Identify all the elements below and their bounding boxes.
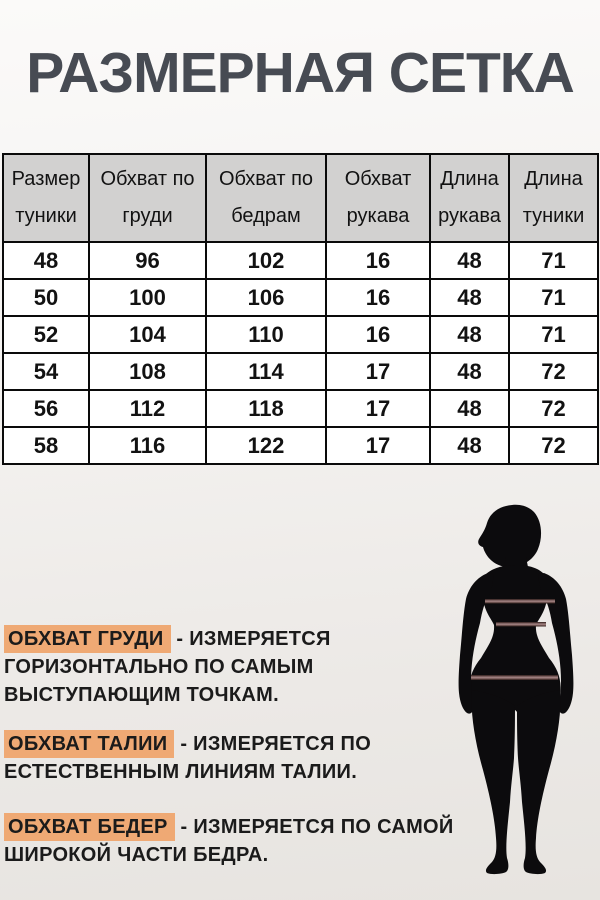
col-header-chest: Обхват по груди <box>88 153 207 243</box>
figure-left-leg <box>471 690 515 875</box>
note-hips-description: - ИЗМЕРЯЕТСЯ ПО САМОЙ ШИРОКОЙ ЧАСТИ БЕДР… <box>4 816 454 866</box>
note-chest-description: - ИЗМЕРЯЕТСЯ ГОРИЗОНТАЛЬНО ПО САМЫМ ВЫСТ… <box>4 628 331 706</box>
table-cell: 116 <box>88 426 207 465</box>
col-header-hips: Обхват по бедрам <box>205 153 327 243</box>
hips-measure-line <box>471 675 558 680</box>
table-cell: 48 <box>429 426 510 465</box>
table-cell: 54 <box>2 352 90 391</box>
page-title: РАЗМЕРНАЯ СЕТКА <box>26 41 575 105</box>
note-hips: ОБХВАТ БЕДЕР - ИЗМЕРЯЕТСЯ ПО САМОЙ ШИРОК… <box>4 813 504 869</box>
figure-right-leg <box>517 690 561 875</box>
table-cell: 50 <box>2 278 90 317</box>
note-waist-term: ОБХВАТ ТАЛИИ <box>4 730 175 758</box>
col-header-size: Размер туники <box>2 153 90 243</box>
table-cell: 71 <box>508 315 599 354</box>
table-row: 56 112 118 17 48 72 <box>2 389 599 428</box>
figure-head <box>478 504 542 568</box>
figure-right-arm <box>538 573 574 714</box>
table-cell: 56 <box>2 389 90 428</box>
table-row: 58 116 122 17 48 72 <box>2 426 599 465</box>
table-cell: 108 <box>88 352 207 391</box>
figure-left-arm <box>458 573 494 714</box>
table-cell: 17 <box>325 389 431 428</box>
table-cell: 48 <box>429 315 510 354</box>
table-cell: 118 <box>205 389 327 428</box>
female-figure-silhouette <box>458 504 574 875</box>
table-cell: 48 <box>429 241 510 280</box>
table-cell: 58 <box>2 426 90 465</box>
table-cell: 110 <box>205 315 327 354</box>
table-cell: 52 <box>2 315 90 354</box>
table-cell: 48 <box>429 278 510 317</box>
table-row: 54 108 114 17 48 72 <box>2 352 599 391</box>
table-cell: 17 <box>325 352 431 391</box>
size-table-body: 48 96 102 16 48 71 50 100 106 16 48 71 52 104 110 16 48 7… <box>2 241 599 465</box>
table-cell: 72 <box>508 352 599 391</box>
size-table-header: Размер туники Обхват по груди Обхват по бед… <box>2 153 599 243</box>
table-cell: 102 <box>205 241 327 280</box>
table-row: 52 104 110 16 48 71 <box>2 315 599 354</box>
note-chest-term: ОБХВАТ ГРУДИ <box>4 625 171 653</box>
note-hips-term: ОБХВАТ БЕДЕР <box>4 813 175 841</box>
table-cell: 72 <box>508 389 599 428</box>
table-cell: 71 <box>508 278 599 317</box>
note-waist: ОБХВАТ ТАЛИИ - ИЗМЕРЯЕТСЯ ПО ЕСТЕСТВЕННЫ… <box>4 730 436 786</box>
size-table: Размер туники Обхват по груди Обхват по бед… <box>2 153 599 465</box>
note-waist-description: - ИЗМЕРЯЕТСЯ ПО ЕСТЕСТВЕННЫМ ЛИНИЯМ ТАЛИ… <box>4 733 372 783</box>
table-cell: 114 <box>205 352 327 391</box>
table-cell: 48 <box>429 352 510 391</box>
figure-torso <box>469 565 561 721</box>
table-cell: 48 <box>429 389 510 428</box>
table-row: 50 100 106 16 48 71 <box>2 278 599 317</box>
table-cell: 16 <box>325 278 431 317</box>
table-cell: 16 <box>325 241 431 280</box>
table-cell: 104 <box>88 315 207 354</box>
table-cell: 48 <box>2 241 90 280</box>
table-cell: 17 <box>325 426 431 465</box>
table-cell: 112 <box>88 389 207 428</box>
waist-measure-line <box>496 622 546 627</box>
note-chest: ОБХВАТ ГРУДИ - ИЗМЕРЯЕТСЯ ГОРИЗОНТАЛЬНО … <box>4 625 436 709</box>
bust-measure-line <box>485 599 555 604</box>
table-cell: 100 <box>88 278 207 317</box>
table-header-row: Размер туники Обхват по груди Обхват по бед… <box>2 153 599 243</box>
table-row: 48 96 102 16 48 71 <box>2 241 599 280</box>
col-header-sleeve-girth: Обхват рукава <box>325 153 431 243</box>
table-cell: 72 <box>508 426 599 465</box>
table-cell: 106 <box>205 278 327 317</box>
table-cell: 16 <box>325 315 431 354</box>
col-header-sleeve-length: Длина рукава <box>429 153 510 243</box>
col-header-tunic-length: Длина туники <box>508 153 599 243</box>
table-cell: 122 <box>205 426 327 465</box>
table-cell: 71 <box>508 241 599 280</box>
table-cell: 96 <box>88 241 207 280</box>
